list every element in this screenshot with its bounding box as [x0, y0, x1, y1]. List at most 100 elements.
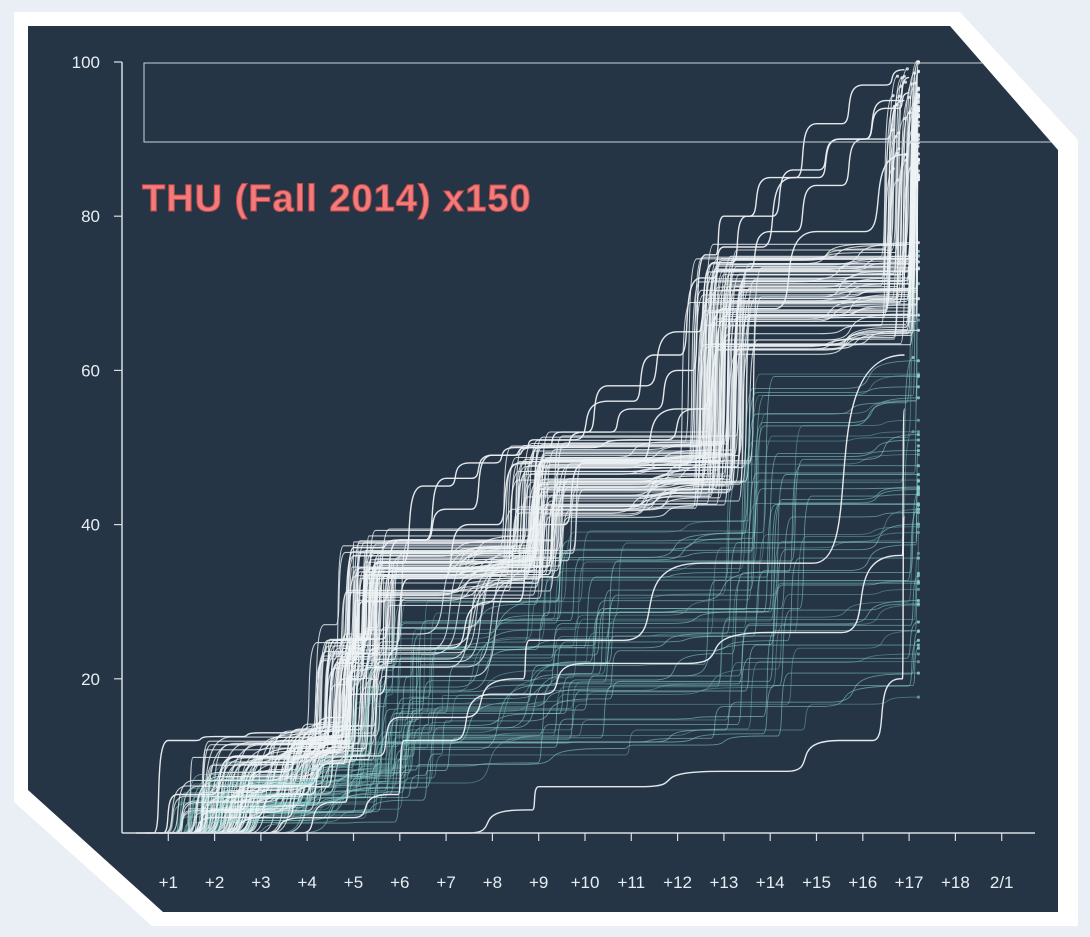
series-end-point	[916, 695, 921, 699]
series-line	[199, 588, 919, 834]
series-line	[214, 408, 906, 834]
series-end-point	[916, 599, 921, 603]
series-end-point	[916, 96, 921, 100]
series-line	[158, 386, 919, 834]
series-end-point	[897, 131, 901, 135]
series-end-point	[916, 472, 921, 477]
series-line	[181, 95, 900, 834]
x-tick-label: +13	[709, 873, 738, 892]
x-tick-label: +17	[895, 873, 924, 892]
series-end-point	[912, 71, 917, 75]
series-end-point	[916, 486, 921, 490]
series-end-point	[911, 355, 915, 360]
series-line	[194, 419, 919, 834]
series-end-point	[916, 652, 921, 656]
series-line	[168, 145, 919, 834]
y-tick-label: 20	[81, 670, 100, 689]
x-tick-label: 2/1	[990, 873, 1014, 892]
series-line	[171, 603, 919, 834]
series-end-point	[916, 602, 921, 606]
series-end-point	[916, 493, 921, 497]
series-line	[193, 61, 918, 834]
x-tick-label: +9	[529, 873, 548, 892]
series-line	[177, 504, 919, 834]
x-tick-label: +11	[618, 873, 646, 892]
series-line	[144, 94, 919, 834]
series-end-point	[916, 133, 921, 137]
y-tick-label: 80	[81, 207, 100, 226]
chart-title: THU (Fall 2014) x150	[142, 178, 532, 220]
series-line	[169, 491, 919, 834]
x-tick-label: +4	[298, 873, 317, 892]
series-line	[139, 153, 908, 834]
x-tick-label: +6	[390, 873, 409, 892]
series-end-point	[916, 438, 921, 442]
series-line	[142, 373, 919, 834]
series-line	[260, 354, 905, 834]
series-line	[399, 516, 906, 834]
series-end-point	[900, 76, 904, 80]
series-line	[189, 672, 919, 834]
y-tick-label: 40	[81, 516, 100, 535]
x-tick-label: +16	[848, 873, 877, 892]
series-end-point	[911, 430, 915, 434]
series-line	[183, 653, 919, 834]
reference-band	[143, 62, 1058, 143]
series-line	[135, 69, 905, 834]
series-line	[173, 582, 919, 834]
series-end-point	[916, 124, 921, 128]
series-line	[194, 503, 919, 834]
series-line	[144, 126, 915, 834]
series-end-point	[916, 490, 921, 494]
series-end-point	[903, 80, 908, 84]
series-end-point	[916, 464, 921, 468]
series-end-point	[910, 82, 914, 86]
series-end-point	[916, 660, 921, 664]
x-tick-label: +18	[941, 873, 970, 892]
series-end-point	[895, 74, 900, 78]
series-end-point	[916, 620, 921, 624]
x-tick-label: +15	[802, 873, 831, 892]
series-end-point	[905, 67, 909, 71]
series-line	[198, 97, 919, 834]
x-tick-label: +10	[571, 873, 600, 892]
series-end-point	[891, 167, 895, 171]
series-end-point	[916, 433, 921, 437]
series-line	[166, 142, 919, 834]
x-ticks: +1 +2 +3 +4 +5 +6 +7 +8 +9 +10 +11 +12 +13 +14 +15 +16 +…	[159, 833, 1014, 892]
series-end-point	[916, 297, 921, 301]
series-end-point	[916, 106, 921, 110]
series-line	[191, 374, 919, 834]
x-tick-label: +12	[663, 873, 692, 892]
series-end-point	[916, 449, 921, 453]
series-end-point	[897, 147, 901, 151]
series-line	[190, 508, 919, 834]
series-line	[137, 159, 919, 834]
series-line	[180, 104, 898, 834]
x-tick-label: +2	[205, 873, 224, 892]
y-tick-label: 60	[81, 361, 100, 380]
series-line	[199, 357, 914, 834]
series-line	[194, 162, 919, 834]
series-end-point	[916, 374, 921, 378]
series-line	[155, 644, 919, 834]
x-tick-label: +8	[483, 873, 502, 892]
series-line	[159, 153, 905, 834]
series-end-point	[916, 643, 921, 647]
series-line	[195, 512, 919, 834]
series-line	[191, 72, 916, 834]
x-tick-label: +5	[344, 873, 363, 892]
series-end-point	[895, 151, 900, 155]
series-end-point	[916, 530, 921, 535]
series-end-point	[916, 479, 921, 483]
series-line	[167, 434, 919, 834]
series-end-point	[916, 629, 921, 634]
series-lines	[135, 60, 921, 834]
series-end-point	[916, 396, 921, 400]
series-end-point	[916, 587, 921, 592]
series-end-point	[916, 112, 921, 117]
x-tick-label: +3	[251, 873, 270, 892]
series-end-point	[916, 581, 921, 585]
series-end-point	[916, 418, 921, 422]
